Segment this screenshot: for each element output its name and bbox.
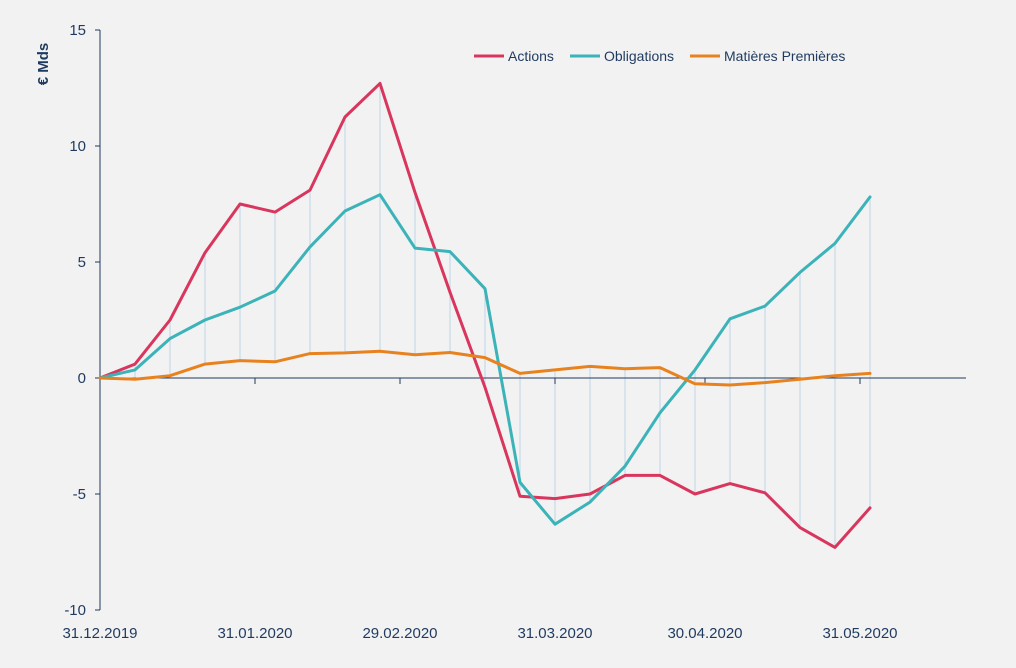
legend-label: Matières Premières	[724, 48, 845, 64]
y-tick-label: -5	[73, 486, 86, 503]
legend: Actions Obligations Matières Premières	[474, 48, 845, 64]
x-tick-label: 31.05.2020	[822, 625, 897, 642]
droplines	[134, 83, 871, 548]
y-tick-label: -10	[64, 602, 86, 619]
x-tick-label: 31.12.2019	[62, 625, 137, 642]
y-tick-label: 15	[69, 22, 86, 39]
legend-label: Actions	[508, 48, 554, 64]
y-tick-label: 0	[78, 370, 86, 387]
axes: -10 -5 0 5 10 15 31.12.2019 31.01.2020 29.02.202…	[62, 22, 966, 642]
x-tick-label: 30.04.2020	[667, 625, 742, 642]
legend-label: Obligations	[604, 48, 674, 64]
series-line-actions	[98, 81, 872, 549]
series-line-mati-res-premi-res	[98, 349, 872, 387]
y-axis-label: € Mds	[35, 43, 52, 86]
x-tick-label: 29.02.2020	[362, 625, 437, 642]
series-line-obligations	[98, 193, 872, 526]
series-lines	[98, 81, 872, 549]
x-tick-label: 31.01.2020	[217, 625, 292, 642]
y-tick-label: 5	[78, 254, 86, 271]
x-tick-label: 31.03.2020	[517, 625, 592, 642]
y-tick-label: 10	[69, 138, 86, 155]
